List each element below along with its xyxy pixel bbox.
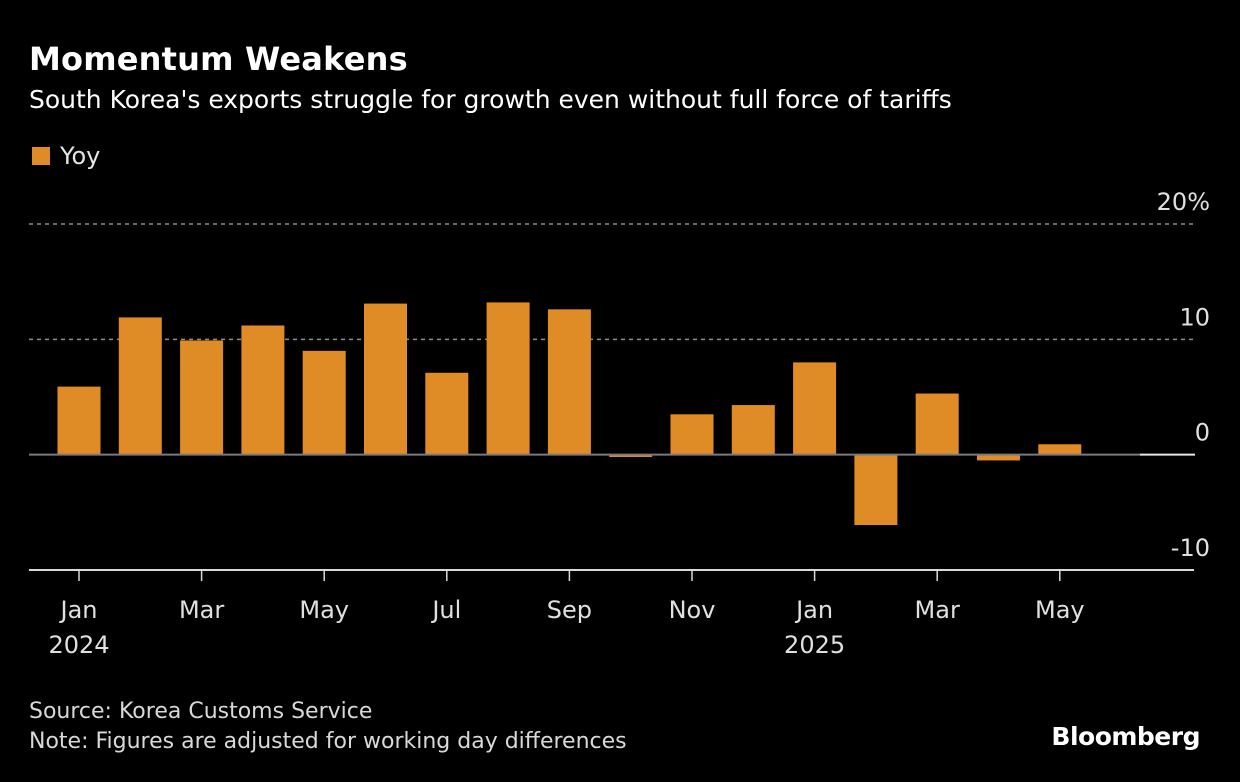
x-tick-label: Mar	[179, 596, 224, 624]
bar	[915, 393, 959, 455]
legend-swatch	[32, 147, 50, 165]
bar	[302, 350, 346, 455]
x-tick-label: May	[299, 596, 349, 624]
legend: Yoy	[32, 142, 100, 170]
x-tick-label: May	[1035, 596, 1085, 624]
bar	[609, 454, 653, 457]
bar	[731, 405, 775, 455]
footer-notes: Source: Korea Customs Service Note: Figu…	[29, 697, 627, 757]
x-tick-year-label: 2025	[784, 631, 845, 659]
x-tick-label: Jul	[430, 596, 461, 624]
x-tick-label: Nov	[669, 596, 716, 624]
bar	[670, 414, 714, 455]
bar	[547, 309, 591, 455]
y-tick-labels: 20% 10 0 -10	[1157, 188, 1210, 562]
y-tick-label: 0	[1195, 419, 1210, 447]
bloomberg-logo: Bloomberg	[1051, 722, 1200, 751]
source-text: Source: Korea Customs Service	[29, 699, 373, 724]
bar	[57, 386, 101, 455]
gridlines	[29, 223, 1195, 341]
bar	[854, 454, 898, 526]
bars	[57, 302, 1082, 526]
y-tick-label: 10	[1179, 303, 1210, 331]
note-text: Note: Figures are adjusted for working d…	[29, 729, 627, 754]
x-tick-label: Sep	[547, 596, 592, 624]
y-tick-label: 20%	[1157, 188, 1210, 216]
bar	[118, 317, 162, 455]
y-tick-label: -10	[1171, 534, 1210, 562]
bar	[364, 303, 407, 455]
chart-title: Momentum Weakens	[29, 40, 408, 78]
axes	[29, 453, 1195, 581]
bar	[486, 302, 530, 455]
x-tick-label: Jan	[59, 596, 98, 624]
chart-subtitle: South Korea's exports struggle for growt…	[29, 85, 952, 114]
bar	[793, 362, 837, 455]
x-tick-label: Jan	[794, 596, 833, 624]
x-tick-year-label: 2024	[48, 631, 109, 659]
bar	[977, 454, 1020, 461]
bar	[180, 340, 224, 455]
bar	[241, 325, 285, 455]
bar	[1038, 444, 1082, 455]
x-tick-labels: Jan 2024 Mar May Jul Sep Nov Jan 2025 Mar May	[48, 596, 1084, 659]
x-tick-label: Mar	[915, 596, 960, 624]
legend-label: Yoy	[60, 142, 101, 170]
bar	[425, 372, 469, 455]
